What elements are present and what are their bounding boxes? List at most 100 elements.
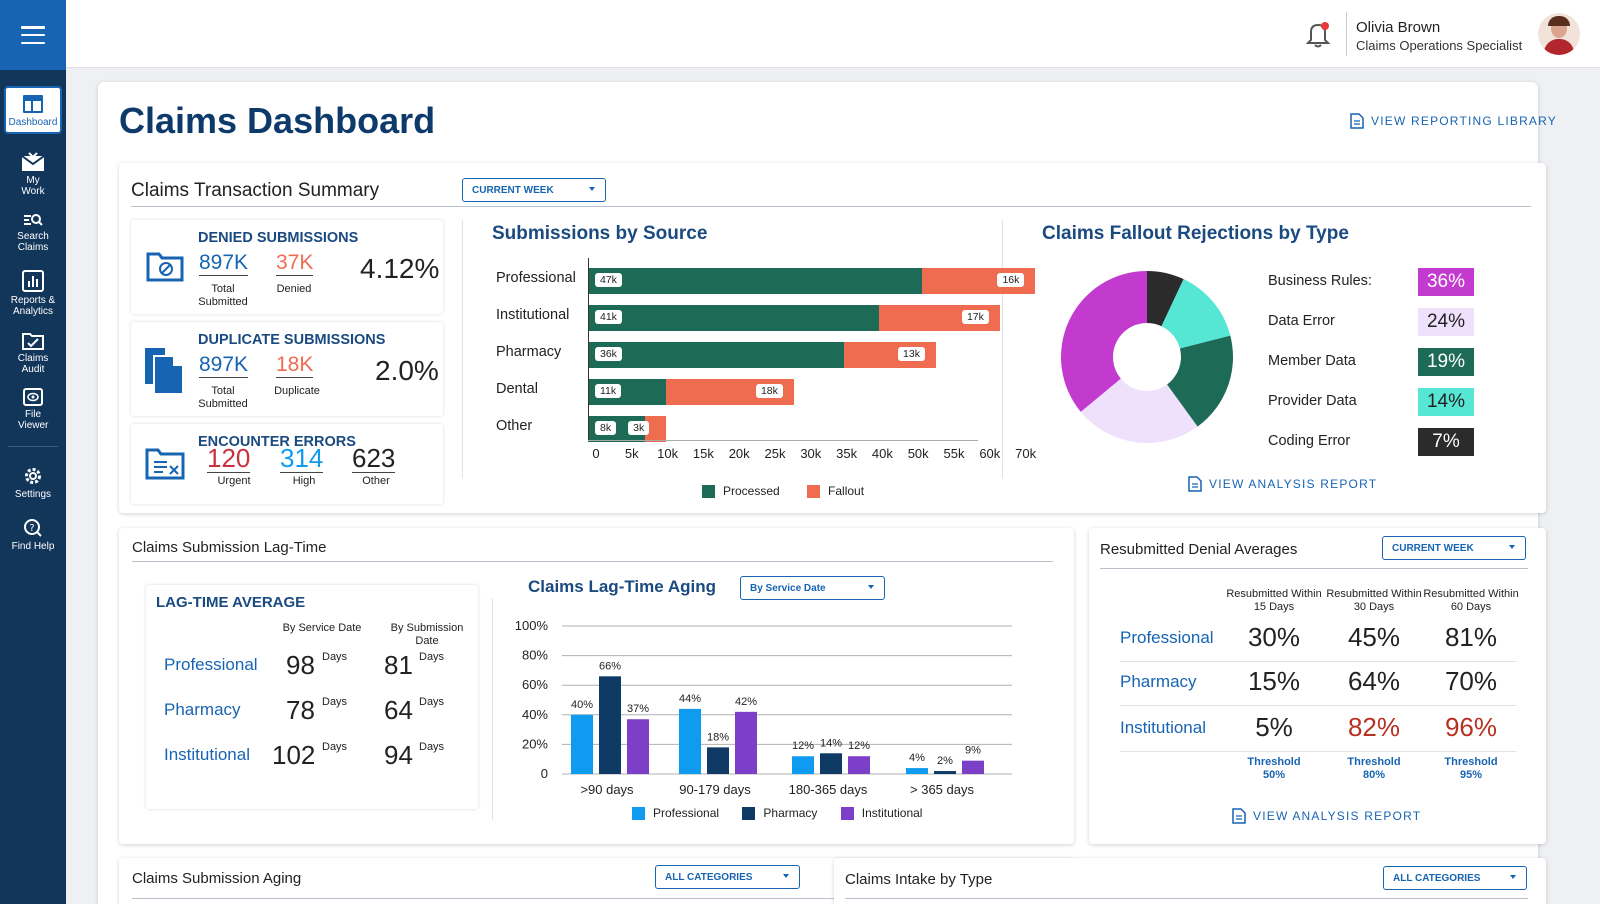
intake-category-dropdown[interactable]: ALL CATEGORIES	[1383, 866, 1527, 890]
bar-data-label: 3k	[628, 421, 650, 435]
x-category-label: > 365 days	[910, 782, 974, 797]
intake-title: Claims Intake by Type	[845, 871, 993, 888]
denied-title: DENIED SUBMISSIONS	[198, 230, 359, 246]
fallout-title: Claims Fallout Rejections by Type	[1042, 223, 1349, 244]
lag-submission-value: 64	[384, 695, 413, 725]
sidebar-item-search-claims[interactable]: Search Claims	[4, 212, 62, 253]
submission-aging-title: Claims Submission Aging	[132, 870, 302, 887]
resub-value: 96%	[1444, 712, 1498, 742]
page-title: Claims Dashboard	[119, 100, 436, 141]
hamburger-icon	[21, 26, 45, 44]
legend-item-fallout: Fallout	[807, 484, 864, 499]
summary-vdivider-1	[462, 220, 463, 478]
audit-icon	[22, 333, 44, 350]
legend-swatch	[632, 807, 645, 821]
pie-slice	[1147, 271, 1184, 327]
chevron-down-icon	[589, 187, 595, 191]
x-tick-label: 70k	[1015, 446, 1037, 461]
sidebar-item-reports[interactable]: Reports & Analytics	[4, 270, 62, 317]
duplicate-rate: 2.0%	[375, 355, 439, 386]
bar-data-label: 66%	[599, 660, 621, 672]
pie-legend-label: Member Data	[1268, 353, 1356, 369]
sidebar: Dashboard My Work Search Claims Reports …	[0, 0, 66, 904]
lag-time-vdivider	[492, 598, 493, 820]
lag-row-label: Professional	[164, 655, 258, 674]
x-category-label: 90-179 days	[679, 782, 751, 797]
lag-time-aging-chart: 0 20% 40% 60% 80% 100% 40% 66% 37% >90 days 44% 18%…	[515, 618, 1012, 797]
sidebar-item-label: My Work	[21, 175, 45, 197]
x-tick-label: 60k	[979, 446, 1001, 461]
view-analysis-report-link[interactable]: VIEW ANALYSIS REPORT	[1188, 476, 1377, 492]
denied-submissions-card: DENIED SUBMISSIONS 897K Total Submitted …	[131, 220, 443, 314]
resub-title: Resubmitted Denial Averages	[1100, 541, 1298, 558]
envelope-icon	[21, 152, 45, 171]
days-label: Days	[419, 651, 445, 663]
resub-analysis-report-link[interactable]: VIEW ANALYSIS REPORT	[1232, 808, 1421, 824]
lag-row-label: Pharmacy	[164, 700, 241, 719]
topbar-divider	[1346, 12, 1347, 56]
legend-swatch	[702, 485, 715, 499]
resub-value: 81%	[1444, 622, 1498, 652]
x-tick-label: 35k	[836, 446, 858, 461]
denied-total-label: Total Submitted	[198, 283, 248, 308]
bell-icon[interactable]	[1306, 20, 1332, 48]
aging-bar-institutional	[848, 756, 870, 774]
pie-slice	[1061, 271, 1147, 412]
aging-bar-institutional	[627, 719, 649, 774]
lag-service-value: 78	[286, 695, 315, 725]
aging-category-dropdown[interactable]: ALL CATEGORIES	[655, 865, 800, 889]
sidebar-item-settings[interactable]: Settings	[4, 466, 62, 500]
sidebar-item-my-work[interactable]: My Work	[4, 152, 62, 197]
sidebar-item-file-viewer[interactable]: File Viewer	[4, 388, 62, 431]
bar-data-label: 17k	[961, 310, 989, 324]
aging-bar-professional	[679, 708, 701, 774]
sources-title: Submissions by Source	[492, 223, 708, 244]
sidebar-item-dashboard[interactable]: Dashboard	[4, 86, 62, 134]
pie-slice	[1080, 378, 1198, 443]
sidebar-item-label: Claims Audit	[17, 353, 49, 375]
resub-value: 5%	[1255, 712, 1293, 742]
lag-service-value: 98	[286, 650, 315, 680]
denied-rate: 4.12%	[360, 253, 440, 284]
x-tick-label: 25k	[764, 446, 786, 461]
aging-filter-dropdown[interactable]: By Service Date	[740, 576, 885, 600]
legend-item-professional: Professional	[632, 806, 719, 821]
menu-button[interactable]	[0, 0, 66, 70]
avatar[interactable]	[1538, 13, 1580, 55]
errors-urgent-label: Urgent	[217, 475, 251, 487]
svg-text:?: ?	[29, 523, 34, 534]
bar-data-label: 47k	[595, 273, 622, 287]
resub-value: 70%	[1444, 666, 1498, 696]
aging-bar-pharmacy	[820, 753, 842, 774]
days-label: Days	[322, 741, 348, 753]
resub-period-dropdown[interactable]: CURRENT WEEK	[1382, 536, 1526, 560]
pie-legend-label: Coding Error	[1268, 433, 1351, 449]
duplicate-files-icon	[145, 348, 184, 395]
fallout-legend: Business Rules: 36% Data Error 24% Member Da…	[1268, 268, 1490, 458]
sidebar-item-label: File Viewer	[18, 409, 49, 431]
duplicate-total-label: Total Submitted	[198, 385, 248, 410]
chevron-down-icon	[783, 874, 789, 878]
view-reporting-library-link[interactable]: VIEW REPORTING LIBRARY	[1350, 113, 1557, 129]
pie-legend-value: 36%	[1418, 268, 1474, 296]
bar-processed	[588, 268, 922, 294]
summary-period-dropdown[interactable]: CURRENT WEEK	[462, 178, 606, 202]
x-tick-label: 15k	[692, 446, 714, 461]
sidebar-item-find-help[interactable]: ? Find Help	[4, 518, 62, 552]
search-list-icon	[24, 214, 43, 226]
y-tick-label: 80%	[522, 648, 548, 663]
bar-data-label: 14%	[820, 737, 842, 749]
bar-data-label: 41k	[595, 310, 622, 324]
bar-data-label: 42%	[735, 696, 757, 708]
pie-legend-label: Data Error	[1268, 313, 1335, 329]
sidebar-item-claims-audit[interactable]: Claims Audit	[4, 332, 62, 375]
x-tick-label: 10k	[657, 446, 679, 461]
summary-title: Claims Transaction Summary	[131, 180, 380, 201]
pie-legend-value: 19%	[1418, 348, 1474, 376]
bar-data-label: 18k	[755, 384, 783, 398]
resub-col-header: Resubmitted Within 60 Days	[1423, 588, 1519, 613]
bar-data-label: 40%	[571, 699, 593, 711]
lag-submission-value: 81	[384, 650, 413, 680]
bar-data-label: 12%	[792, 740, 814, 752]
threshold-label: Threshold 80%	[1347, 756, 1401, 781]
